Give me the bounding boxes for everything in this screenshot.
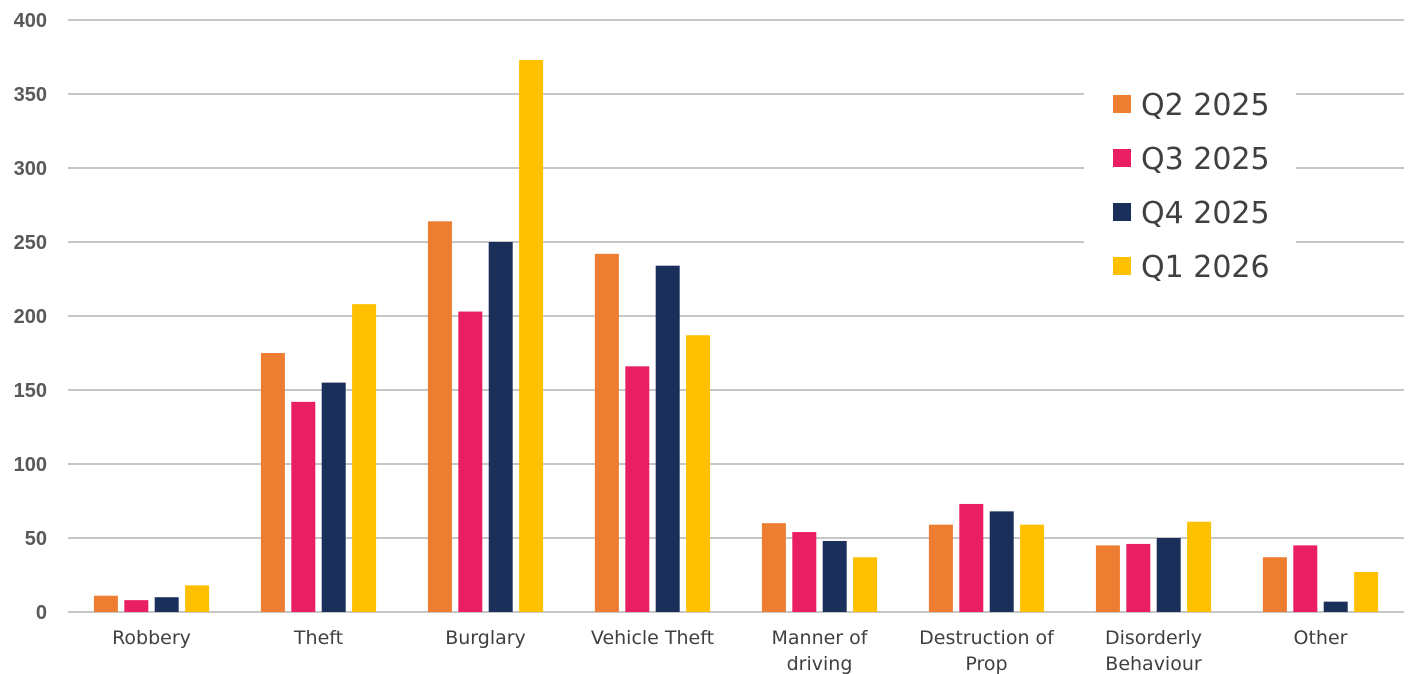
x-tick-label: Manner of: [772, 627, 869, 649]
x-tick-label: Behaviour: [1105, 653, 1202, 674]
y-tick-label: 50: [25, 528, 47, 550]
bar: [822, 540, 847, 612]
y-tick-label: 0: [36, 602, 47, 624]
bar: [488, 242, 513, 612]
y-tick-label: 200: [14, 306, 47, 328]
bar: [853, 557, 878, 612]
bar: [1293, 545, 1318, 612]
bar: [1323, 601, 1348, 612]
bar: [260, 353, 285, 612]
x-tick-label: Prop: [965, 653, 1007, 674]
bar: [928, 524, 953, 612]
y-tick-label: 300: [14, 158, 47, 180]
bar: [686, 335, 711, 612]
legend-swatch: [1113, 203, 1131, 221]
bar: [1156, 538, 1181, 612]
bar: [655, 265, 680, 612]
y-tick-label: 100: [14, 454, 47, 476]
bar: [1126, 543, 1151, 612]
bar: [959, 503, 984, 612]
bar: [427, 221, 452, 612]
bar: [761, 523, 786, 612]
legend-label: Q2 2025: [1141, 88, 1270, 123]
y-tick-label: 250: [14, 232, 47, 254]
legend-swatch: [1113, 149, 1131, 167]
bar: [154, 597, 179, 612]
y-tick-label: 400: [14, 10, 47, 32]
bar: [185, 585, 210, 612]
y-tick-label: 350: [14, 84, 47, 106]
x-tick-label: Robbery: [112, 627, 191, 649]
legend-label: Q4 2025: [1141, 196, 1270, 231]
x-tick-label: Other: [1294, 627, 1348, 649]
bar: [291, 401, 316, 612]
bar: [1262, 557, 1287, 612]
gridlines: [68, 19, 1404, 613]
bar: [519, 59, 544, 612]
x-tick-label: Theft: [293, 627, 343, 649]
bar: [124, 600, 149, 612]
x-tick-label: driving: [787, 653, 853, 674]
bar: [594, 253, 619, 612]
bar: [93, 595, 118, 612]
x-axis-labels: Robbery Theft Burglary Vehicle Theft Manner …: [112, 627, 1348, 674]
bar: [321, 382, 346, 612]
bar: [625, 366, 650, 612]
x-tick-label: Destruction of: [919, 627, 1055, 649]
bar: [352, 304, 377, 612]
bar: [1354, 572, 1379, 612]
x-tick-label: Vehicle Theft: [591, 627, 714, 649]
bars: [93, 59, 1379, 612]
legend: Q2 2025 Q3 2025 Q4 2025 Q1 2026: [1084, 74, 1296, 296]
bar: [1187, 521, 1212, 612]
y-axis-ticks: 0 50 100 150 200 250 300 350 400: [14, 10, 47, 624]
legend-label: Q1 2026: [1141, 250, 1270, 285]
bar: [792, 532, 817, 612]
legend-label: Q3 2025: [1141, 142, 1270, 177]
x-tick-label: Disorderly: [1105, 627, 1202, 649]
bar: [989, 511, 1014, 612]
bar: [1020, 524, 1045, 612]
x-tick-label: Burglary: [445, 627, 526, 649]
bar: [1095, 545, 1120, 612]
y-tick-label: 150: [14, 380, 47, 402]
legend-swatch: [1113, 95, 1131, 113]
legend-swatch: [1113, 257, 1131, 275]
bar: [458, 311, 483, 612]
